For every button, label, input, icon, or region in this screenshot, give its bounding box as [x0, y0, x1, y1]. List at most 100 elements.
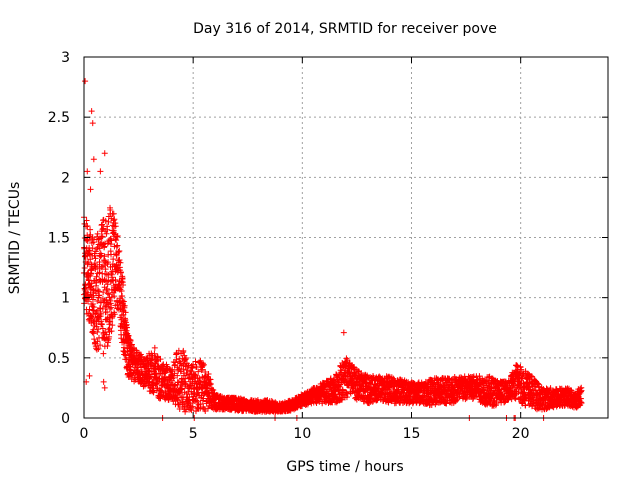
- data-point: [111, 216, 118, 223]
- data-point: [95, 345, 102, 352]
- data-point: [493, 399, 500, 406]
- data-point: [88, 108, 95, 115]
- x-tick-label: 15: [403, 426, 421, 442]
- data-point: [487, 396, 494, 403]
- y-axis-label: SRMTID / TECUs: [7, 182, 23, 295]
- data-point: [178, 386, 185, 393]
- data-point: [343, 394, 350, 401]
- data-point: [120, 282, 127, 289]
- data-point: [104, 343, 111, 350]
- data-point: [90, 156, 97, 163]
- data-point: [99, 305, 106, 312]
- data-point: [89, 120, 96, 127]
- data-point: [113, 243, 120, 250]
- data-point: [157, 393, 164, 400]
- data-point: [114, 233, 121, 240]
- data-point: [106, 333, 113, 340]
- data-point: [94, 286, 101, 293]
- data-point: [340, 329, 347, 336]
- y-tick-label: 0: [61, 411, 70, 427]
- data-point: [85, 259, 92, 266]
- data-point: [104, 290, 111, 297]
- data-point: [117, 259, 124, 266]
- data-point: [522, 402, 529, 409]
- x-tick-label: 20: [512, 426, 530, 442]
- y-tick-label: 3: [61, 50, 70, 66]
- data-point: [184, 366, 191, 373]
- data-point: [95, 326, 102, 333]
- x-axis-label: GPS time / hours: [286, 459, 403, 475]
- data-point: [188, 407, 195, 414]
- x-tick-label: 10: [293, 426, 311, 442]
- data-point: [86, 372, 93, 379]
- data-point: [89, 245, 96, 252]
- data-point: [107, 318, 114, 325]
- data-point: [89, 301, 96, 308]
- data-point: [87, 226, 94, 233]
- data-point: [91, 336, 98, 343]
- data-point: [360, 392, 367, 399]
- data-points: [80, 78, 585, 421]
- data-point: [186, 394, 193, 401]
- chart-title: Day 316 of 2014, SRMTID for receiver pov…: [193, 21, 497, 37]
- data-point: [94, 298, 101, 305]
- data-point: [193, 397, 200, 404]
- data-point: [196, 375, 203, 382]
- data-point: [99, 321, 106, 328]
- data-point: [116, 247, 123, 254]
- data-point: [112, 223, 119, 230]
- data-point: [344, 356, 351, 363]
- data-point: [182, 381, 189, 388]
- data-point: [197, 401, 204, 408]
- data-point: [120, 298, 127, 305]
- data-point: [96, 292, 103, 299]
- data-point: [101, 150, 108, 157]
- data-point: [358, 369, 365, 376]
- data-point: [204, 405, 211, 412]
- data-point: [190, 361, 197, 368]
- data-point: [151, 344, 158, 351]
- data-point: [157, 356, 164, 363]
- data-point: [114, 242, 121, 249]
- data-point: [108, 304, 115, 311]
- data-point: [123, 324, 130, 331]
- data-point: [192, 358, 199, 365]
- data-point: [112, 236, 119, 243]
- data-point: [106, 305, 113, 312]
- data-point: [90, 304, 97, 311]
- data-point: [100, 289, 107, 296]
- data-point: [107, 241, 114, 248]
- data-point: [104, 281, 111, 288]
- data-point: [98, 310, 105, 317]
- data-point: [101, 384, 108, 391]
- data-point: [93, 279, 100, 286]
- data-point: [513, 362, 520, 369]
- data-point: [489, 401, 496, 408]
- data-point: [111, 311, 118, 318]
- data-point: [109, 274, 116, 281]
- y-tick-label: 1: [61, 291, 70, 307]
- y-tick-label: 1.5: [48, 231, 70, 247]
- data-point: [97, 342, 104, 349]
- data-point: [103, 285, 110, 292]
- data-point: [400, 386, 407, 393]
- data-point: [86, 306, 93, 313]
- data-point: [94, 230, 101, 237]
- data-point: [137, 361, 144, 368]
- data-point: [87, 256, 94, 263]
- data-point: [93, 273, 100, 280]
- data-point: [497, 389, 504, 396]
- data-point: [210, 386, 217, 393]
- data-point: [88, 283, 95, 290]
- data-point: [110, 256, 117, 263]
- data-point: [94, 329, 101, 335]
- data-point: [102, 266, 109, 273]
- data-point: [526, 401, 533, 408]
- data-point: [511, 395, 518, 402]
- data-point: [115, 249, 122, 256]
- data-point: [189, 403, 196, 410]
- data-point: [84, 223, 91, 230]
- y-tick-label: 2.5: [48, 110, 70, 126]
- data-point: [84, 168, 91, 175]
- data-point: [113, 237, 120, 244]
